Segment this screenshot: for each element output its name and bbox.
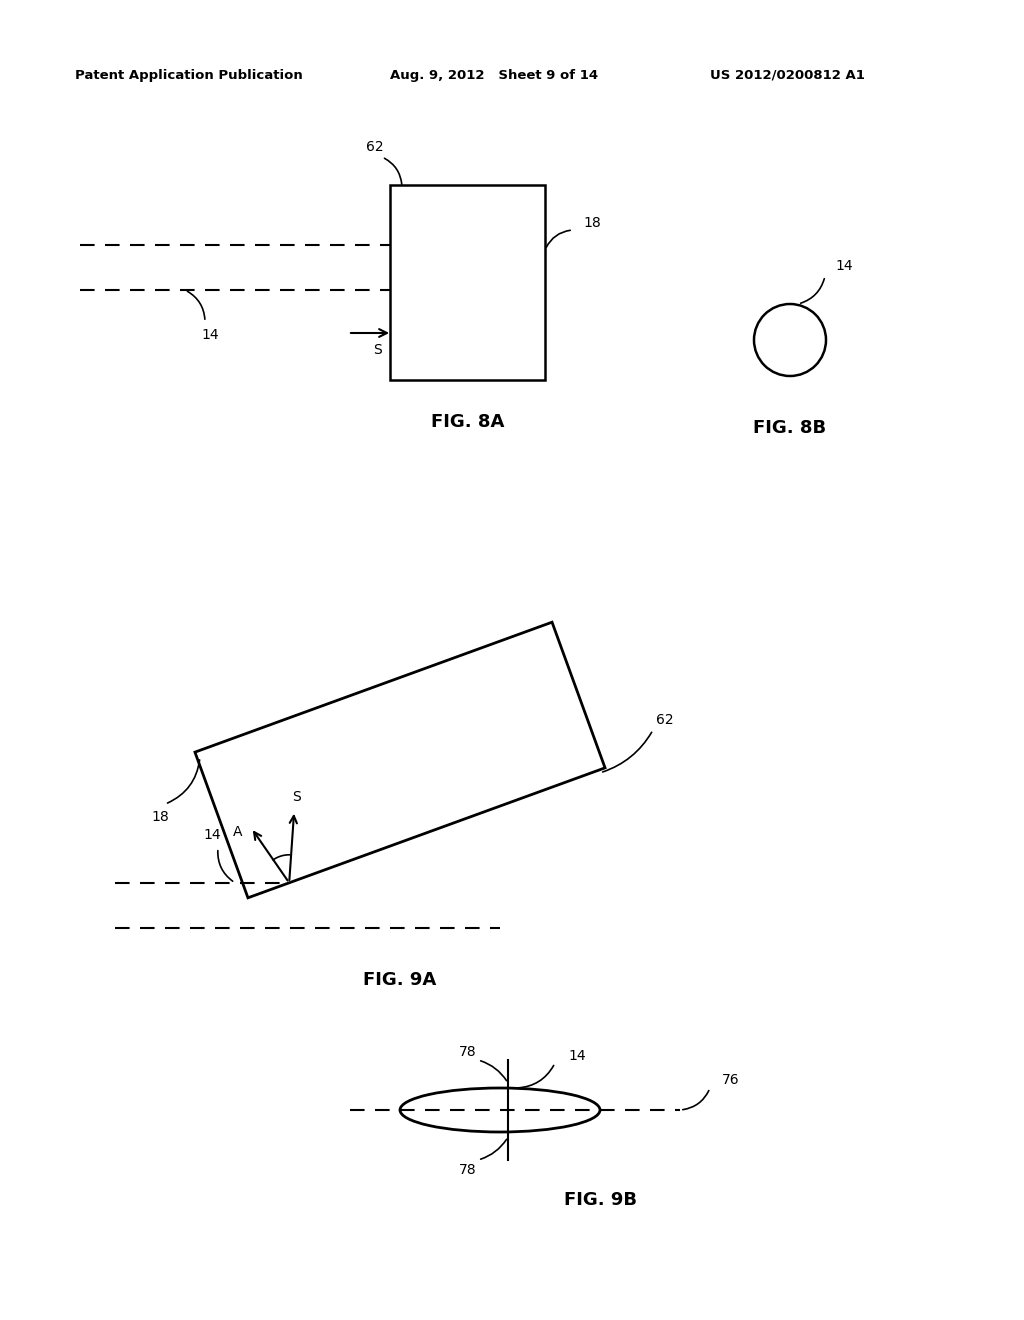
Text: 14: 14 bbox=[203, 828, 221, 842]
Text: 14: 14 bbox=[568, 1049, 586, 1063]
Text: 62: 62 bbox=[367, 140, 384, 154]
Text: 18: 18 bbox=[152, 810, 169, 824]
Text: 78: 78 bbox=[459, 1045, 477, 1059]
Text: Patent Application Publication: Patent Application Publication bbox=[75, 69, 303, 82]
Text: S: S bbox=[292, 789, 301, 804]
Text: FIG. 8A: FIG. 8A bbox=[431, 413, 504, 432]
Text: S: S bbox=[374, 343, 382, 356]
Circle shape bbox=[754, 304, 826, 376]
FancyBboxPatch shape bbox=[390, 185, 545, 380]
Text: 78: 78 bbox=[459, 1163, 477, 1177]
Text: FIG. 8B: FIG. 8B bbox=[754, 418, 826, 437]
Text: 18: 18 bbox=[583, 216, 601, 230]
Text: 76: 76 bbox=[722, 1073, 739, 1086]
Text: FIG. 9A: FIG. 9A bbox=[364, 972, 436, 989]
Ellipse shape bbox=[400, 1088, 600, 1133]
Text: A: A bbox=[232, 825, 242, 838]
Text: Aug. 9, 2012   Sheet 9 of 14: Aug. 9, 2012 Sheet 9 of 14 bbox=[390, 69, 598, 82]
Text: 14: 14 bbox=[835, 259, 853, 273]
Text: 14: 14 bbox=[201, 327, 219, 342]
Polygon shape bbox=[195, 622, 605, 898]
Text: FIG. 9B: FIG. 9B bbox=[563, 1191, 637, 1209]
Text: US 2012/0200812 A1: US 2012/0200812 A1 bbox=[710, 69, 865, 82]
Text: 62: 62 bbox=[656, 713, 674, 727]
